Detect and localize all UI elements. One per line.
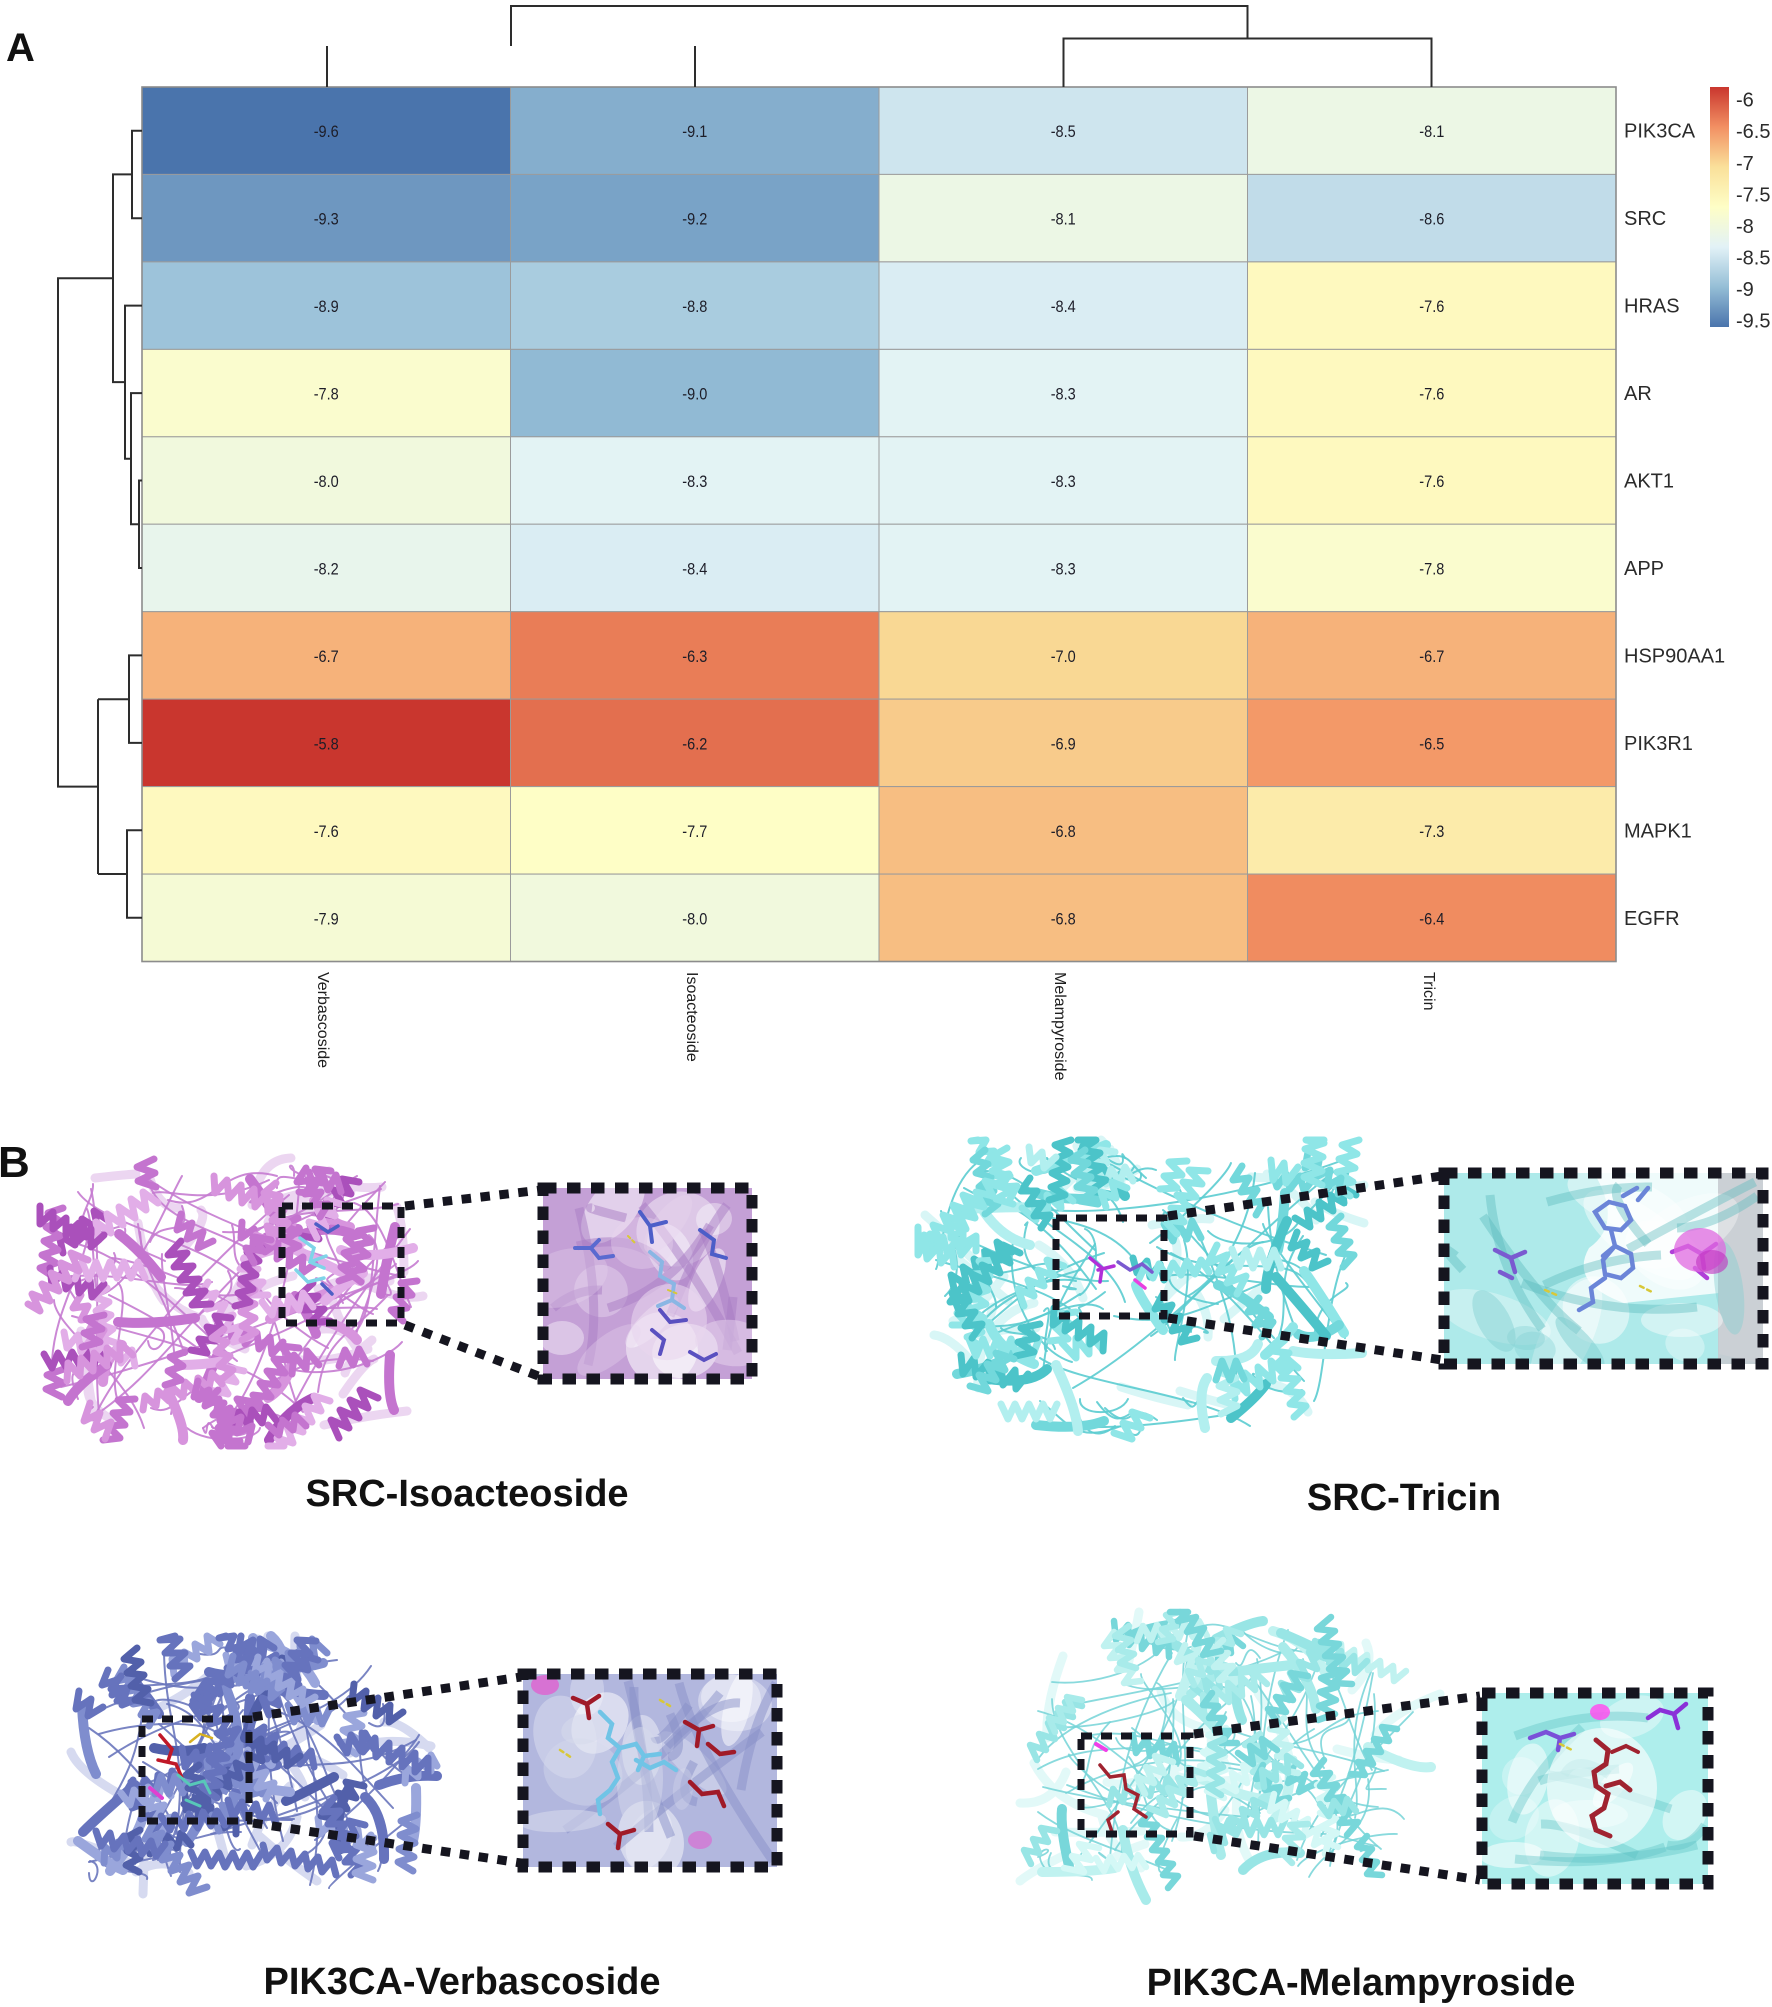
svg-text:-8.3: -8.3 [682,472,707,491]
svg-text:-6.7: -6.7 [314,647,339,666]
svg-text:-9.6: -9.6 [314,122,339,141]
svg-text:AKT1: AKT1 [1624,471,1674,493]
svg-text:AR: AR [1624,383,1652,405]
svg-text:PIK3CA: PIK3CA [1624,121,1696,143]
svg-text:Melampyroside: Melampyroside [1051,972,1068,1081]
svg-text:-5.8: -5.8 [314,734,339,753]
svg-text:-8: -8 [1736,216,1754,238]
svg-text:-9.5: -9.5 [1736,311,1770,333]
svg-text:-8.3: -8.3 [1051,472,1076,491]
svg-text:-8.0: -8.0 [682,909,707,928]
svg-text:HSP90AA1: HSP90AA1 [1624,645,1725,667]
svg-text:PIK3R1: PIK3R1 [1624,733,1693,755]
svg-text:Isoacteoside: Isoacteoside [683,972,700,1062]
svg-text:APP: APP [1624,558,1664,580]
svg-text:Verbascoside: Verbascoside [314,972,331,1068]
svg-text:-7.3: -7.3 [1419,822,1444,841]
svg-text:-6.8: -6.8 [1051,822,1076,841]
svg-text:-7.0: -7.0 [1051,647,1076,666]
svg-text:-8.1: -8.1 [1051,210,1076,229]
svg-text:PIK3CA-Melampyroside: PIK3CA-Melampyroside [1147,1962,1576,2004]
svg-text:Tricin: Tricin [1420,972,1437,1011]
svg-text:-8.3: -8.3 [1051,385,1076,404]
svg-text:PIK3CA-Verbascoside: PIK3CA-Verbascoside [263,1961,660,2003]
svg-text:-6: -6 [1736,90,1754,112]
svg-text:-8.0: -8.0 [314,472,339,491]
svg-text:HRAS: HRAS [1624,296,1680,318]
svg-text:SRC-Isoacteoside: SRC-Isoacteoside [305,1473,628,1515]
svg-text:-7.9: -7.9 [314,909,339,928]
svg-text:-8.9: -8.9 [314,297,339,316]
svg-text:SRC-Tricin: SRC-Tricin [1307,1477,1501,1519]
svg-text:-7.8: -7.8 [1419,560,1444,579]
svg-text:-7.5: -7.5 [1736,184,1770,206]
svg-text:-6.4: -6.4 [1419,909,1444,928]
svg-text:-8.6: -8.6 [1419,210,1444,229]
svg-text:-6.3: -6.3 [682,647,707,666]
svg-text:MAPK1: MAPK1 [1624,820,1692,842]
svg-text:-9.1: -9.1 [682,122,707,141]
svg-text:-6.2: -6.2 [682,734,707,753]
svg-text:-9.0: -9.0 [682,385,707,404]
svg-text:B: B [0,1138,30,1187]
svg-text:-6.5: -6.5 [1736,121,1770,143]
svg-text:-6.9: -6.9 [1051,734,1076,753]
svg-text:-9.2: -9.2 [682,210,707,229]
svg-text:-7.6: -7.6 [1419,472,1444,491]
svg-text:-9.3: -9.3 [314,210,339,229]
svg-text:-7.6: -7.6 [1419,385,1444,404]
svg-text:-7: -7 [1736,153,1754,175]
svg-text:-9: -9 [1736,279,1754,301]
svg-text:-8.4: -8.4 [1051,297,1076,316]
svg-text:-7.8: -7.8 [314,385,339,404]
svg-text:-6.5: -6.5 [1419,734,1444,753]
svg-text:-8.5: -8.5 [1736,248,1770,270]
svg-text:-8.5: -8.5 [1051,122,1076,141]
svg-text:-8.1: -8.1 [1419,122,1444,141]
svg-text:SRC: SRC [1624,208,1666,230]
svg-text:EGFR: EGFR [1624,908,1680,930]
svg-text:-7.6: -7.6 [1419,297,1444,316]
svg-text:-6.8: -6.8 [1051,909,1076,928]
svg-text:-8.4: -8.4 [682,560,707,579]
svg-text:-8.2: -8.2 [314,560,339,579]
svg-text:A: A [6,26,35,70]
svg-text:-6.7: -6.7 [1419,647,1444,666]
svg-text:-7.6: -7.6 [314,822,339,841]
svg-text:-7.7: -7.7 [682,822,707,841]
svg-text:-8.3: -8.3 [1051,560,1076,579]
svg-text:-8.8: -8.8 [682,297,707,316]
